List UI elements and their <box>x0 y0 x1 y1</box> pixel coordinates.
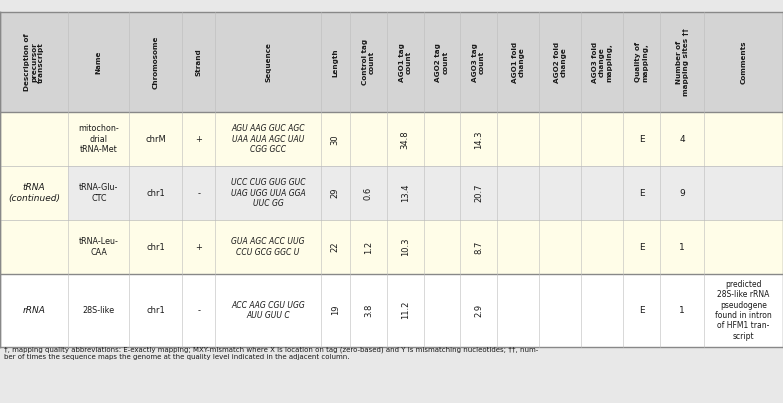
Text: 1: 1 <box>679 243 685 251</box>
Text: E: E <box>639 243 644 251</box>
Text: 3.8: 3.8 <box>364 303 373 317</box>
Text: rRNA: rRNA <box>23 306 45 315</box>
Text: 29: 29 <box>330 188 340 198</box>
Text: chr1: chr1 <box>146 243 165 251</box>
Text: AGO1 tag
count: AGO1 tag count <box>399 43 412 82</box>
Text: Quality of
mapping,: Quality of mapping, <box>635 42 648 82</box>
Text: E: E <box>639 306 644 315</box>
Text: E: E <box>639 135 644 144</box>
Text: Control tag
count: Control tag count <box>362 39 375 85</box>
Text: AGO3 fold
change
mapping,: AGO3 fold change mapping, <box>592 42 612 83</box>
Text: AGO3 tag
count: AGO3 tag count <box>472 43 485 82</box>
Text: tRNA-Leu-
CAA: tRNA-Leu- CAA <box>79 237 119 257</box>
Text: chr1: chr1 <box>146 189 165 198</box>
Text: 28S-like: 28S-like <box>83 306 115 315</box>
Text: AGO2 tag
count: AGO2 tag count <box>435 43 449 82</box>
Text: Number of
mapping sites ††: Number of mapping sites †† <box>676 28 688 96</box>
Text: GUA AGC ACC UUG
CCU GCG GGC U: GUA AGC ACC UUG CCU GCG GGC U <box>231 237 305 257</box>
Bar <box>0 112 68 274</box>
Text: UCC CUG GUG GUC
UAG UGG UUA GGA
UUC GG: UCC CUG GUG GUC UAG UGG UUA GGA UUC GG <box>231 178 305 208</box>
Text: 20.7: 20.7 <box>474 184 483 202</box>
Text: Description of
precursor
transcript: Description of precursor transcript <box>24 33 44 91</box>
Text: Name: Name <box>96 50 102 74</box>
Text: 11.2: 11.2 <box>401 301 410 320</box>
Text: +: + <box>195 135 202 144</box>
Text: chr1: chr1 <box>146 306 165 315</box>
Text: 34.8: 34.8 <box>401 130 410 149</box>
Text: Comments: Comments <box>741 41 746 84</box>
Text: -: - <box>197 189 200 198</box>
Bar <box>0 274 68 347</box>
Text: Chromosome: Chromosome <box>153 35 158 89</box>
Text: tRNA-Glu-
CTC: tRNA-Glu- CTC <box>79 183 118 203</box>
Text: 4: 4 <box>680 135 685 144</box>
Text: 30: 30 <box>330 134 340 145</box>
Text: AGO1 fold
change: AGO1 fold change <box>511 42 525 83</box>
Text: +: + <box>195 243 202 251</box>
Text: Length: Length <box>332 48 338 77</box>
Bar <box>0 12 783 112</box>
Text: E: E <box>639 189 644 198</box>
Bar <box>0 274 783 347</box>
Text: 9: 9 <box>679 189 685 198</box>
Text: Strand: Strand <box>196 48 202 76</box>
Text: 8.7: 8.7 <box>474 240 483 254</box>
Text: 1.2: 1.2 <box>364 241 373 253</box>
Text: tRNA
(continued): tRNA (continued) <box>8 183 60 203</box>
Text: -: - <box>197 306 200 315</box>
Bar <box>0 166 783 220</box>
Text: predicted
28S-like rRNA
pseudogene
found in intron
of HFM1 tran-
script: predicted 28S-like rRNA pseudogene found… <box>715 280 772 341</box>
Text: 19: 19 <box>330 305 340 316</box>
Text: chrM: chrM <box>145 135 166 144</box>
Text: †, mapping quality abbreviations: E-exactly mapping; MXY-mismatch where X is loc: †, mapping quality abbreviations: E-exac… <box>4 347 538 360</box>
Text: 1: 1 <box>679 306 685 315</box>
Text: AGO2 fold
change: AGO2 fold change <box>554 42 567 83</box>
Bar <box>0 112 783 166</box>
Text: 14.3: 14.3 <box>474 130 483 149</box>
Text: AGU AAG GUC AGC
UAA AUA AGC UAU
CGG GCC: AGU AAG GUC AGC UAA AUA AGC UAU CGG GCC <box>231 125 305 154</box>
Text: mitochon-
drial
tRNA-Met: mitochon- drial tRNA-Met <box>78 125 119 154</box>
Text: 22: 22 <box>330 242 340 252</box>
Bar <box>0 220 783 274</box>
Text: 0.6: 0.6 <box>364 187 373 200</box>
Text: ACC AAG CGU UGG
AUU GUU C: ACC AAG CGU UGG AUU GUU C <box>231 301 305 320</box>
Text: Sequence: Sequence <box>265 42 271 82</box>
Text: 10.3: 10.3 <box>401 238 410 256</box>
Text: 13.4: 13.4 <box>401 184 410 202</box>
Text: 2.9: 2.9 <box>474 304 483 317</box>
